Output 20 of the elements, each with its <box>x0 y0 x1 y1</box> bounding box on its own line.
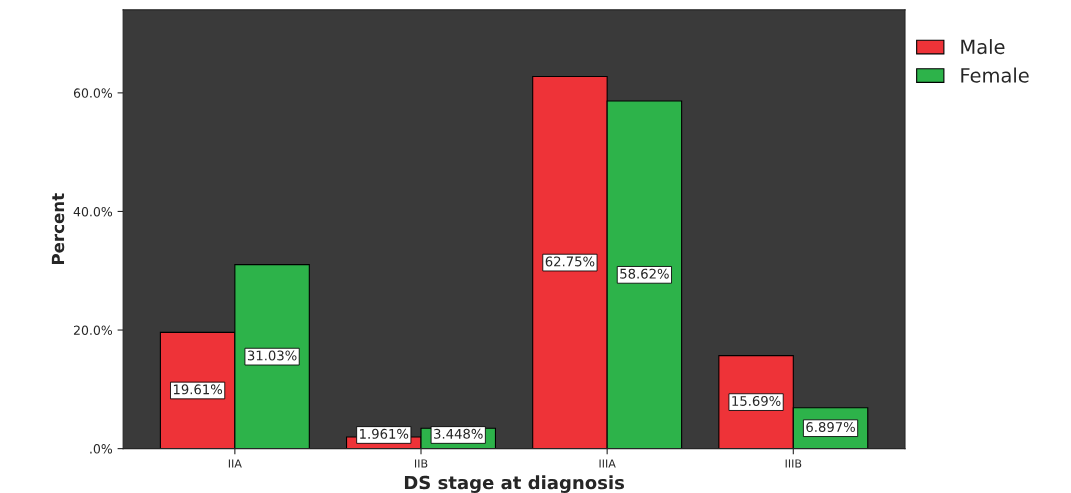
x-tick-label: IIIA <box>599 459 616 468</box>
legend-label: Female <box>961 67 1029 83</box>
data-label: 19.61% <box>173 384 223 395</box>
data-label: 58.62% <box>620 268 669 279</box>
data-label: 15.69% <box>732 395 781 406</box>
data-label: 31.03% <box>247 350 297 361</box>
y-axis-title: Percent <box>51 193 65 265</box>
y-tick-label: .0% <box>90 444 113 454</box>
x-tick-label: IIB <box>415 459 428 468</box>
data-label: 1.961% <box>360 428 409 439</box>
y-tick-label: 60.0% <box>73 88 113 98</box>
x-tick-label: IIIB <box>785 459 802 468</box>
data-label: 62.75% <box>545 256 595 267</box>
y-tick-label: 40.0% <box>73 206 113 217</box>
legend-label: Male <box>961 39 1005 55</box>
x-tick-label: IIA <box>228 459 242 468</box>
y-tick-label: 20.0% <box>73 325 113 335</box>
x-axis-title: DS stage at diagnosis <box>404 475 625 493</box>
data-label: 3.448% <box>434 428 483 439</box>
data-label: 6.897% <box>806 422 855 433</box>
